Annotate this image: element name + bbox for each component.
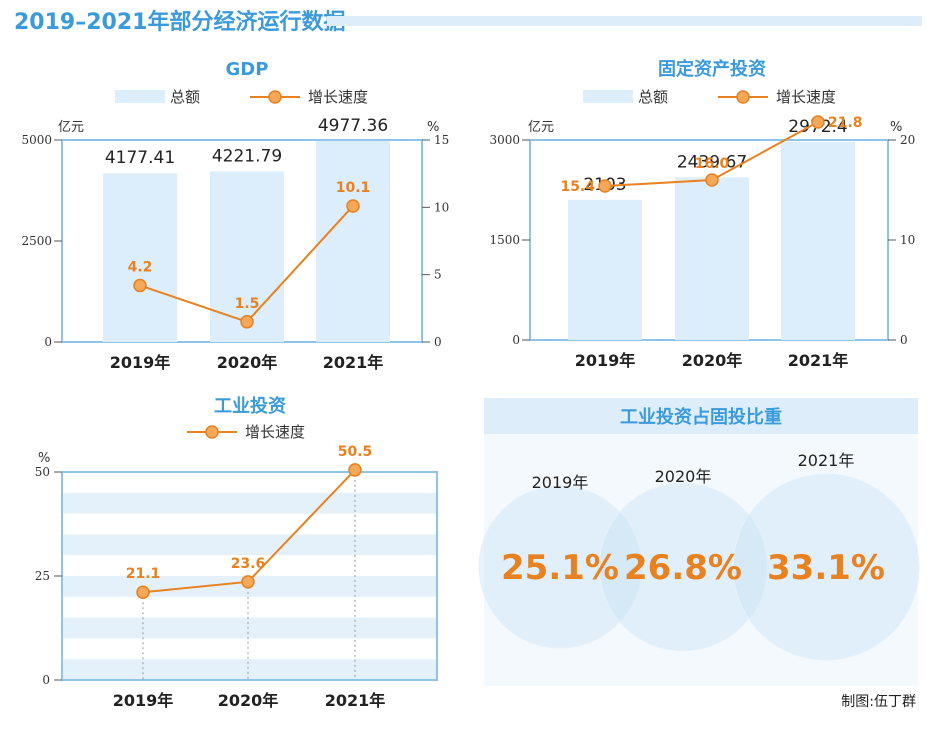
gdp-left-unit: 亿元 — [58, 120, 84, 135]
industrial-category-label: 2021年 — [325, 691, 386, 710]
gdp-bar — [103, 173, 177, 342]
credit-text: 制图:伍丁群 — [841, 694, 916, 710]
gdp-right-tick-label: 5 — [434, 268, 442, 282]
fai-right-tick-label: 20 — [900, 133, 915, 147]
gdp-bar — [316, 140, 390, 342]
fai-left-tick-label: 3000 — [489, 133, 520, 147]
title-decoration-bar — [327, 16, 922, 26]
fai-bar — [568, 199, 642, 340]
industrial-background-stripe — [62, 659, 437, 680]
share-year-label: 2020年 — [655, 467, 712, 486]
gdp-category-label: 2021年 — [323, 353, 384, 372]
gdp-left-tick-label: 2500 — [21, 234, 52, 248]
industrial-growth-label: 21.1 — [126, 566, 161, 582]
fai-right-tick-label: 0 — [900, 333, 908, 347]
fai-legend-line-marker — [736, 90, 750, 104]
fai-left-tick-label: 1500 — [489, 233, 520, 247]
fai-category-label: 2021年 — [788, 351, 849, 370]
gdp-growth-label: 10.1 — [336, 180, 371, 196]
fai-bar — [675, 177, 749, 340]
industrial-axes-frame — [61, 471, 438, 681]
industrial-growth-label: 23.6 — [231, 556, 266, 572]
share-bubble-label: 26.8% — [624, 548, 742, 588]
fai-right-unit: % — [890, 120, 902, 135]
gdp-right-tick-label: 0 — [434, 335, 442, 349]
gdp-category-label: 2019年 — [110, 353, 171, 372]
industrial-growth-label: 50.5 — [338, 444, 373, 460]
fai-growth-label: 21.8 — [828, 115, 863, 131]
fai-bar — [781, 141, 855, 340]
industrial-category-label: 2019年 — [113, 691, 174, 710]
gdp-right-tick-label: 15 — [434, 133, 449, 147]
fai-growth-label: 16.0 — [695, 156, 730, 172]
fai-growth-point — [598, 179, 612, 193]
gdp-right-unit: % — [427, 120, 439, 135]
gdp-legend-bar-label: 总额 — [170, 88, 200, 106]
gdp-growth-point — [133, 278, 147, 293]
share-panel-background — [484, 398, 918, 686]
page-title: 2019–2021年部分经济运行数据 — [14, 10, 346, 35]
fai-left-tick-label: 0 — [512, 333, 520, 347]
fai-growth-point — [705, 173, 719, 187]
industrial-background-stripe — [62, 617, 437, 639]
fai-category-label: 2020年 — [682, 351, 743, 370]
gdp-left-tick-label: 5000 — [21, 133, 52, 147]
gdp-left-tick-label: 0 — [44, 335, 52, 349]
gdp-growth-label: 4.2 — [128, 259, 153, 275]
fai-left-unit: 亿元 — [528, 120, 554, 135]
gdp-chart-title: GDP — [226, 59, 269, 80]
fai-legend-bar-swatch — [583, 90, 633, 103]
share-chart: 25.1% 2019年 26.8% 2020年 33.1% 2021年 — [478, 451, 920, 661]
fai-right-tick-label: 10 — [900, 233, 915, 247]
industrial-growth-point — [348, 463, 362, 477]
industrial-left-tick-label: 25 — [35, 569, 50, 583]
share-year-label: 2019年 — [532, 473, 589, 492]
industrial-growth-point — [241, 575, 255, 589]
fai-growth-label: 15.4 — [560, 179, 595, 195]
gdp-category-label: 2020年 — [217, 353, 278, 372]
share-bubble-label: 25.1% — [501, 548, 619, 588]
share-title-band — [484, 398, 918, 434]
share-bubble — [732, 473, 920, 661]
industrial-left-tick-label: 50 — [35, 465, 50, 479]
share-bubble — [478, 485, 642, 649]
gdp-bar-value-label: 4177.41 — [105, 148, 175, 168]
industrial-growth-line — [142, 469, 356, 594]
fai-legend-bar-label: 总额 — [638, 88, 668, 106]
share-chart-title: 工业投资占固投比重 — [620, 406, 782, 428]
gdp-legend-bar-swatch — [115, 90, 165, 103]
industrial-left-unit: % — [38, 451, 50, 466]
share-bubble-label: 33.1% — [767, 548, 885, 588]
share-bubble — [598, 482, 768, 652]
industrial-background-stripe — [62, 534, 437, 556]
fai-bar-value-label: 2439.67 — [677, 152, 747, 172]
gdp-chart: 0 2500 5000 0 5 10 15 4177.41 2019年 4221.79 2020年 4… — [21, 116, 449, 372]
gdp-growth-point — [346, 199, 360, 213]
gdp-legend-line-marker — [268, 90, 282, 104]
gdp-bar-value-label: 4221.79 — [212, 146, 282, 166]
gdp-growth-label: 1.5 — [235, 296, 260, 312]
share-year-label: 2021年 — [798, 451, 855, 470]
industrial-background-stripe — [62, 492, 437, 514]
industrial-legend-line-label: 增长速度 — [245, 423, 305, 441]
industrial-left-tick-label: 0 — [42, 673, 50, 687]
gdp-legend-line-label: 增长速度 — [308, 88, 368, 106]
industrial-chart-title: 工业投资 — [214, 395, 286, 417]
fai-chart-title: 固定资产投资 — [658, 58, 766, 80]
gdp-bar-value-label: 4977.36 — [318, 116, 388, 136]
industrial-category-label: 2020年 — [218, 691, 279, 710]
fai-legend-line-label: 增长速度 — [776, 88, 836, 106]
fai-growth-point — [811, 115, 825, 129]
industrial-growth-point — [136, 585, 150, 599]
fai-category-label: 2019年 — [575, 351, 636, 370]
industrial-legend-line-marker — [205, 425, 219, 439]
gdp-right-tick-label: 10 — [434, 200, 449, 214]
industrial-chart: 0 25 50 2019年 2020年 2021年 21.1 23.6 50.5 — [35, 444, 438, 710]
gdp-growth-point — [240, 315, 254, 329]
fai-chart: 0150030000102021032019年2439.672020年2972.… — [489, 115, 915, 370]
